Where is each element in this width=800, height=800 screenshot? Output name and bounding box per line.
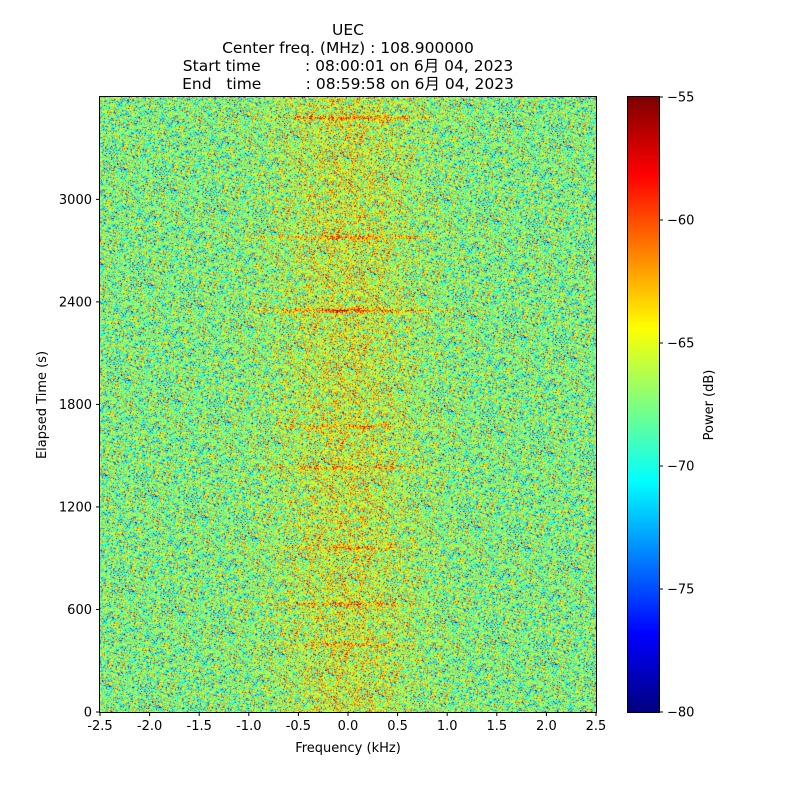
colorbar-label: Power (dB) — [702, 370, 717, 441]
x-tick-label: -0.5 — [286, 719, 311, 734]
y-tick-label: 600 — [67, 603, 92, 618]
x-axis-label: Frequency (kHz) — [295, 741, 401, 756]
colorbar-gradient — [628, 97, 659, 712]
y-tick-label: 0 — [84, 706, 92, 721]
spectrogram-heatmap — [100, 97, 596, 712]
x-tick-label: -2.0 — [137, 719, 162, 734]
colorbar-ticks: −55−60−65−70−75−80 — [659, 91, 694, 721]
colorbar-tick-label: −65 — [667, 337, 694, 352]
x-tick-label: 1.0 — [437, 719, 458, 734]
x-axis-ticks: -2.5 -2.0 -1.5 -1.0 -0.5 0.0 0.5 1.0 1.5 2.0 2.5 — [87, 712, 606, 734]
y-tick-label: 1200 — [59, 500, 92, 515]
title-end-time: End time : 08:59:58 on 6月 04, 2023 — [182, 75, 514, 93]
x-tick-label: -1.0 — [236, 719, 261, 734]
x-tick-label: -1.5 — [187, 719, 212, 734]
y-axis-label: Elapsed Time (s) — [35, 351, 50, 459]
colorbar-tick-label: −70 — [667, 460, 694, 475]
title-start-time: Start time : 08:00:01 on 6月 04, 2023 — [182, 57, 514, 75]
colorbar-tick-label: −60 — [667, 214, 694, 229]
x-tick-label: 2.0 — [536, 719, 557, 734]
title-center-freq: Center freq. (MHz) : 108.900000 — [222, 39, 474, 57]
colorbar-tick-label: −80 — [667, 706, 694, 721]
colorbar-tick-label: −75 — [667, 583, 694, 598]
x-tick-label: 0.5 — [387, 719, 408, 734]
x-tick-label: 0.0 — [338, 719, 359, 734]
x-tick-label: 2.5 — [586, 719, 607, 734]
x-tick-label: 1.5 — [486, 719, 507, 734]
y-tick-label: 2400 — [59, 295, 92, 310]
x-tick-label: -2.5 — [87, 719, 112, 734]
y-axis-ticks: 0 600 1200 1800 2400 3000 — [59, 193, 100, 721]
y-tick-label: 3000 — [59, 193, 92, 208]
title-station: UEC — [332, 21, 364, 39]
y-tick-label: 1800 — [59, 398, 92, 413]
